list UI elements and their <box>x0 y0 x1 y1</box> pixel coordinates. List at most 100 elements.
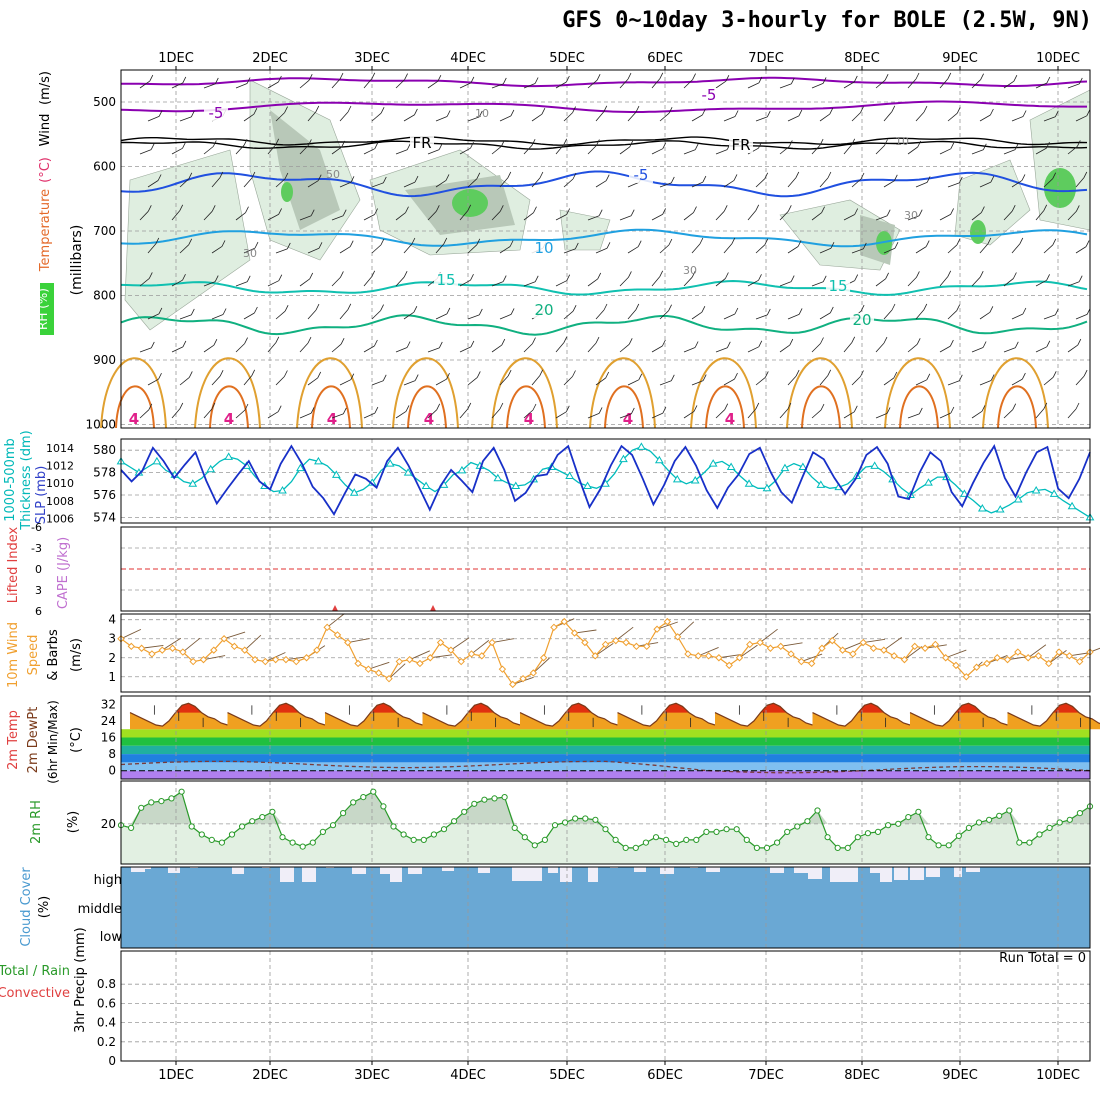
wind-ylabel-units: (m/s) <box>69 638 84 672</box>
cloud-gap-17 <box>560 867 572 882</box>
rh-point <box>916 809 921 814</box>
temp-ytick-3: 8 <box>108 747 116 761</box>
temp-hump-top-2 <box>325 703 423 712</box>
rh-point <box>189 824 194 829</box>
xs-ylabel-millibars: (millibars) <box>69 225 85 296</box>
contour-label-14: 10 <box>475 107 489 120</box>
contour-peak-mark-6: 4 <box>725 410 735 428</box>
page-title: GFS 0~10day 3-hourly for BOLE (2.5W, 9N) <box>0 8 1092 33</box>
xs-top-xtick-3: 4DEC <box>450 51 486 66</box>
rh-point <box>815 808 820 813</box>
rh-point <box>694 837 699 842</box>
rh-point <box>139 805 144 810</box>
rh-point <box>886 823 891 828</box>
bottom-xtick-9: 10DEC <box>1036 1068 1080 1083</box>
rh-point <box>462 809 467 814</box>
bottom-xtick-0: 1DEC <box>158 1068 194 1083</box>
cloud-fill <box>121 867 1090 948</box>
rh-point <box>502 795 507 800</box>
cloud-gap-23 <box>706 867 720 872</box>
temp-ylabel-units: (°C) <box>69 727 84 753</box>
temp-ytick-2: 16 <box>101 731 116 745</box>
cloud-ylabel-units: (%) <box>37 896 52 919</box>
cloud-gap-30 <box>894 867 908 880</box>
cloud-level-low: low <box>100 930 123 945</box>
xs-top-xtick-6: 7DEC <box>748 51 784 66</box>
rh-point <box>704 829 709 834</box>
wind-speed-point <box>1025 655 1031 661</box>
wind-barb <box>678 622 694 637</box>
th-ytick-right-4: 1006 <box>46 513 74 526</box>
wind-barb <box>884 637 902 650</box>
rh-point <box>209 837 214 842</box>
cloud-gap-0 <box>131 867 145 872</box>
wind-speed-point <box>685 651 691 657</box>
rh-point <box>987 817 992 822</box>
thickness-point <box>781 465 788 471</box>
rh-point <box>300 844 305 849</box>
wind-ylabel-speed: Speed <box>26 635 41 676</box>
temp-hump-top-5 <box>618 703 716 712</box>
rh-point <box>1037 832 1042 837</box>
wind-barb <box>575 630 597 633</box>
wind-speed-point <box>149 651 155 657</box>
cloud-gap-16 <box>548 867 558 873</box>
wind-barb <box>183 638 200 652</box>
rh-point <box>492 796 497 801</box>
rh-point <box>280 835 285 840</box>
rh-point <box>684 837 689 842</box>
temp-hump-top-7 <box>813 703 911 712</box>
wind-speed-point <box>623 640 629 646</box>
rh-point <box>149 800 154 805</box>
rh-point <box>290 840 295 845</box>
rh-point <box>310 840 315 845</box>
temp-band-7 <box>121 762 1090 770</box>
thickness-point <box>225 453 232 459</box>
wind-ytick-3: 1 <box>108 670 116 684</box>
xs-ylabel-wind-units: (m/s) <box>38 71 53 105</box>
temp-ytick-4: 0 <box>108 764 116 778</box>
cloud-gap-12 <box>408 867 422 874</box>
contour-peak-mark-0: 4 <box>129 410 139 428</box>
li-ytick-0: -6 <box>31 521 42 534</box>
rh-point <box>966 825 971 830</box>
rh-high-1 <box>452 189 488 217</box>
contour-label-8: 20 <box>534 301 553 319</box>
pr-ytick-1: 0.6 <box>97 996 116 1010</box>
cloud-gap-15 <box>512 867 542 881</box>
xs-top-xtick-2: 3DEC <box>354 51 390 66</box>
rh-point <box>381 804 386 809</box>
rh-point <box>482 797 487 802</box>
temp-hump-top-4 <box>520 703 618 712</box>
rh-point <box>926 835 931 840</box>
cloud-gap-18 <box>588 867 598 882</box>
rh-point <box>1047 825 1052 830</box>
li-ytick-3: 3 <box>35 584 42 597</box>
wind-speed-point <box>293 659 299 665</box>
temp-ytick-0: 32 <box>101 697 116 711</box>
cloud-gap-21 <box>660 867 674 874</box>
bottom-xtick-8: 9DEC <box>942 1068 978 1083</box>
cloud-gap-9 <box>352 867 366 874</box>
contour-label-9: 20 <box>852 311 871 329</box>
th-ytick-left-0: 580 <box>93 443 116 457</box>
xs-top-xtick-1: 2DEC <box>252 51 288 66</box>
rh-point <box>653 835 658 840</box>
th-ylabel-1000-500: 1000-500mb <box>3 438 18 522</box>
xs-ytick-3: 800 <box>93 289 116 303</box>
rh-point <box>179 789 184 794</box>
wind-speed-point <box>767 645 773 651</box>
temp-hump-9 <box>1008 703 1100 729</box>
bottom-xtick-7: 8DEC <box>844 1068 880 1083</box>
rh-point <box>219 840 224 845</box>
xs-ytick-0: 500 <box>93 95 116 109</box>
wind-ytick-0: 4 <box>108 613 116 627</box>
wind-speed-point <box>417 660 423 666</box>
rh-point <box>351 800 356 805</box>
rh-point <box>522 835 527 840</box>
contour-peak-mark-1: 4 <box>224 410 234 428</box>
cloud-gap-29 <box>880 867 892 882</box>
xs-top-xtick-5: 6DEC <box>647 51 683 66</box>
rh-point <box>664 837 669 842</box>
rh-point <box>1067 817 1072 822</box>
